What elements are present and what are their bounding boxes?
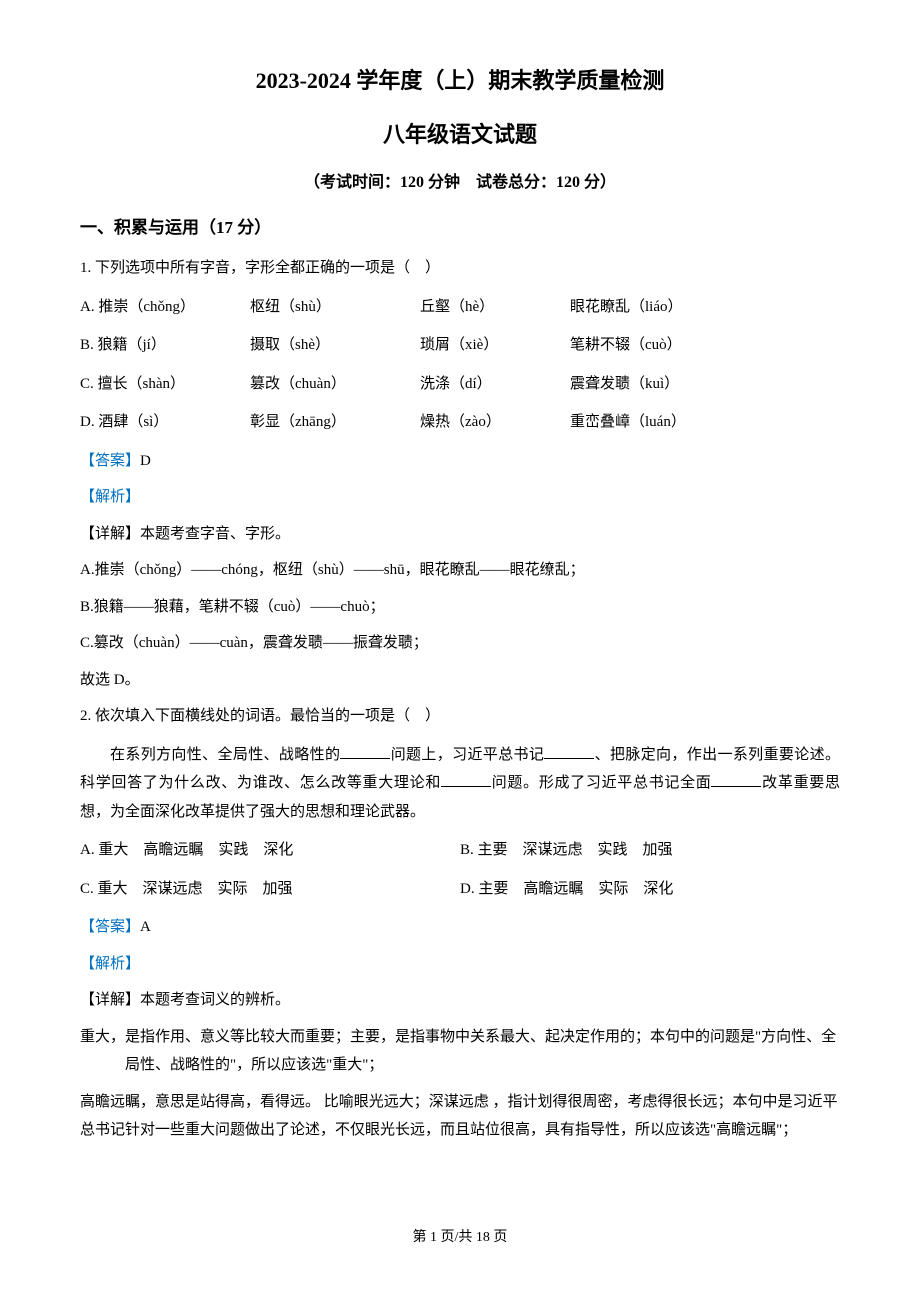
q1-option-a: A. 推崇（chǒng） 枢纽（shù） 丘壑（hè） 眼花瞭乱（liáo） [80, 293, 840, 322]
q2-detail-intro: 【详解】本题考查词义的辨析。 [80, 986, 840, 1015]
q2-answer: 【答案】A [80, 913, 840, 942]
q1-c-c2: 篡改（chuàn） [250, 370, 420, 399]
blank-1 [340, 744, 390, 759]
q1-a-c2: 枢纽（shù） [250, 293, 420, 322]
section-header: 一、积累与运用（17 分） [80, 212, 840, 244]
blank-4 [711, 772, 761, 787]
q2-analysis-label: 【解析】 [80, 950, 840, 979]
q1-detail-b: B.狼籍——狼藉，笔耕不辍（cuò）——chuò； [80, 593, 840, 622]
title-main: 2023-2024 学年度（上）期末教学质量检测 [80, 60, 840, 102]
q1-answer-label: 【答案】 [80, 453, 140, 469]
q2-optB: B. 主要 深谋远虑 实践 加强 [460, 836, 840, 865]
page-footer: 第 1 页/共 18 页 [80, 1225, 840, 1252]
q1-detail-a: A.推崇（chǒng）——chóng，枢纽（shù）——shū，眼花瞭乱——眼花… [80, 556, 840, 585]
q2-p4: 问题。形成了习近平总书记全面 [491, 775, 711, 791]
q1-d-c2: 彰显（zhāng） [250, 408, 420, 437]
q2-stem: 2. 依次填入下面横线处的词语。最恰当的一项是（ ） [80, 702, 840, 731]
q1-c-c1: C. 擅长（shàn） [80, 370, 250, 399]
q2-answer-label: 【答案】 [80, 919, 140, 935]
q1-d-c1: D. 酒肆（sì） [80, 408, 250, 437]
q2-optC: C. 重大 深谋远虑 实际 加强 [80, 875, 460, 904]
q1-analysis-label: 【解析】 [80, 483, 840, 512]
q1-option-b: B. 狼籍（jí） 摄取（shè） 琐屑（xiè） 笔耕不辍（cuò） [80, 331, 840, 360]
exam-info: （考试时间：120 分钟 试卷总分：120 分） [80, 168, 840, 198]
q1-b-c4: 笔耕不辍（cuò） [570, 331, 840, 360]
q1-c-c4: 震聋发聩（kuì） [570, 370, 840, 399]
q2-optD: D. 主要 高瞻远瞩 实际 深化 [460, 875, 840, 904]
q2-detail-p2: 高瞻远瞩，意思是站得高，看得远。 比喻眼光远大；深谋远虑 ，指计划得很周密，考虑… [80, 1088, 840, 1145]
q2-options-row2: C. 重大 深谋远虑 实际 加强 D. 主要 高瞻远瞩 实际 深化 [80, 875, 840, 904]
q1-option-c: C. 擅长（shàn） 篡改（chuàn） 洗涤（dí） 震聋发聩（kuì） [80, 370, 840, 399]
q1-detail-intro: 【详解】本题考查字音、字形。 [80, 520, 840, 549]
q2-options-row1: A. 重大 高瞻远瞩 实践 深化 B. 主要 深谋远虑 实践 加强 [80, 836, 840, 865]
blank-3 [441, 772, 491, 787]
q1-option-d: D. 酒肆（sì） 彰显（zhāng） 燥热（zào） 重峦叠嶂（luán） [80, 408, 840, 437]
q1-d-c4: 重峦叠嶂（luán） [570, 408, 840, 437]
q2-p2: 问题上，习近平总书记 [390, 747, 544, 763]
q1-b-c2: 摄取（shè） [250, 331, 420, 360]
q1-detail-end: 故选 D。 [80, 666, 840, 695]
q1-b-c1: B. 狼籍（jí） [80, 331, 250, 360]
q1-a-c3: 丘壑（hè） [420, 293, 570, 322]
q2-detail-p1: 重大，是指作用、意义等比较大而重要；主要，是指事物中关系最大、起决定作用的；本句… [80, 1023, 840, 1080]
q1-answer-value: D [140, 453, 151, 469]
q1-a-c1: A. 推崇（chǒng） [80, 293, 250, 322]
blank-2 [544, 744, 594, 759]
q1-stem: 1. 下列选项中所有字音，字形全都正确的一项是（ ） [80, 254, 840, 283]
q2-p1: 在系列方向性、全局性、战略性的 [110, 747, 340, 763]
q1-answer: 【答案】D [80, 447, 840, 476]
q2-passage: 在系列方向性、全局性、战略性的问题上，习近平总书记、把脉定向，作出一系列重要论述… [80, 741, 840, 827]
title-sub: 八年级语文试题 [80, 114, 840, 156]
q1-d-c3: 燥热（zào） [420, 408, 570, 437]
q1-detail-c: C.篡改（chuàn）——cuàn，震聋发聩——振聋发聩； [80, 629, 840, 658]
q2-answer-value: A [140, 919, 151, 935]
q1-c-c3: 洗涤（dí） [420, 370, 570, 399]
q1-a-c4: 眼花瞭乱（liáo） [570, 293, 840, 322]
q1-b-c3: 琐屑（xiè） [420, 331, 570, 360]
q2-optA: A. 重大 高瞻远瞩 实践 深化 [80, 836, 460, 865]
